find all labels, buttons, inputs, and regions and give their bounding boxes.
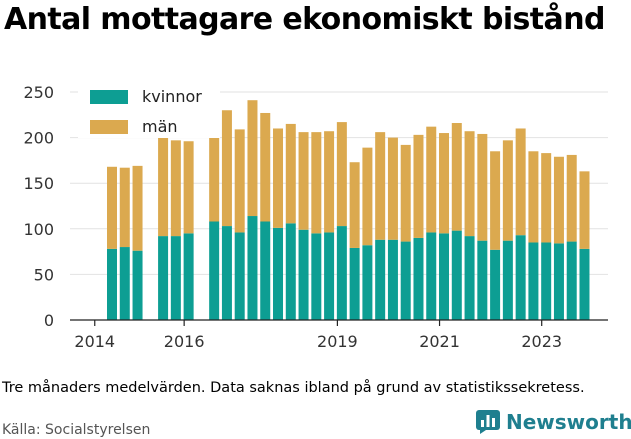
bar-män [579,171,590,249]
y-tick-label: 50 [34,265,54,284]
bar-kvinnor [324,232,335,320]
source-text: Källa: Socialstyrelsen [2,422,151,438]
bar-män [285,123,296,224]
bar-kvinnor [158,236,169,320]
bar-män [477,133,488,241]
x-tick-label: 2014 [74,332,115,351]
bar-kvinnor [375,239,386,320]
bar-män [158,129,169,237]
bar-män [413,134,424,238]
bar-kvinnor [107,248,117,320]
page-title: Antal mottagare ekonomiskt bistånd [4,2,605,37]
bar-män [311,132,322,234]
bar-män [528,151,539,243]
bar-män [170,140,181,237]
bar-kvinnor [273,227,284,320]
x-tick-label: 2021 [419,332,460,351]
x-axis: 2014 2016 2019 2021 2023 [70,319,608,351]
bar-män [107,166,117,249]
bar-kvinnor [298,229,309,320]
bar-män [387,137,398,240]
bar-män [234,129,245,233]
bar-män [183,141,194,234]
bar-män [566,154,577,242]
bar-kvinnor [311,233,322,320]
bar-kvinnor [221,226,232,320]
bar-män [119,167,130,248]
bar-kvinnor [502,240,513,320]
y-tick-label: 0 [44,311,54,330]
bar-kvinnor [285,223,296,320]
bar-män [515,128,526,236]
bar-män [400,144,411,242]
bar-män [553,156,564,244]
bar-kvinnor [553,243,564,320]
y-tick-label: 250 [23,83,54,102]
y-axis: 0 50 100 150 200 250 [23,83,54,330]
bar-män [490,151,501,250]
bar-kvinnor [260,221,271,320]
legend-label-kvinnor: kvinnor [142,87,202,106]
x-tick-label: 2019 [317,332,358,351]
bar-kvinnor [336,226,347,320]
bar-kvinnor [515,235,526,320]
bar-kvinnor [439,233,450,320]
bar-kvinnor [234,232,245,320]
bars [107,100,590,320]
y-tick-label: 150 [23,174,54,193]
bar-män [336,122,347,227]
bar-kvinnor [387,239,398,320]
bar-kvinnor [413,237,424,320]
bar-kvinnor [490,249,501,320]
bar-män [362,147,373,246]
bar-män [132,165,143,251]
bar-kvinnor [528,242,539,320]
bar-män [439,133,450,234]
chart-caption: Tre månaders medelvärden. Data saknas ib… [2,380,585,396]
bar-kvinnor [451,230,462,320]
newsworthy-logo[interactable]: Newsworthy [476,410,631,434]
legend-swatch-män [90,120,128,134]
bar-kvinnor [362,245,373,320]
bar-kvinnor [477,240,488,320]
bar-män [502,140,513,241]
bar-män [324,131,335,233]
bar-män [247,100,258,217]
y-tick-label: 200 [23,129,54,148]
bar-kvinnor [209,221,220,320]
bar-kvinnor [247,216,258,320]
bar-män [209,114,220,222]
bar-män [273,128,284,228]
x-tick-label: 2016 [164,332,205,351]
brand-name: Newsworthy [506,410,631,434]
bar-chart-logo-icon [476,410,500,434]
x-tick-label: 2023 [521,332,562,351]
bar-män [464,131,475,237]
bar-kvinnor [579,248,590,320]
bar-kvinnor [464,236,475,320]
bar-kvinnor [426,232,437,320]
legend-label-män: män [142,117,178,136]
y-tick-label: 100 [23,220,54,239]
legend-swatch-kvinnor [90,90,128,104]
bar-kvinnor [132,250,143,320]
bar-män [541,153,552,243]
bar-män [298,132,309,230]
bar-män [349,162,360,248]
legend: kvinnor män [78,78,220,138]
bar-män [260,112,271,222]
bar-kvinnor [119,247,130,320]
bar-kvinnor [566,241,577,320]
bar-kvinnor [183,233,194,320]
bar-kvinnor [349,247,360,320]
bar-kvinnor [541,242,552,320]
bar-kvinnor [170,236,181,320]
bar-kvinnor [400,241,411,320]
bar-män [426,126,437,233]
bar-män [375,132,386,240]
bar-män [451,123,462,231]
bar-män [221,110,232,227]
stacked-bar-chart: 0 50 100 150 200 250 2014 2016 2019 2021 2023 kvi… [23,78,608,351]
